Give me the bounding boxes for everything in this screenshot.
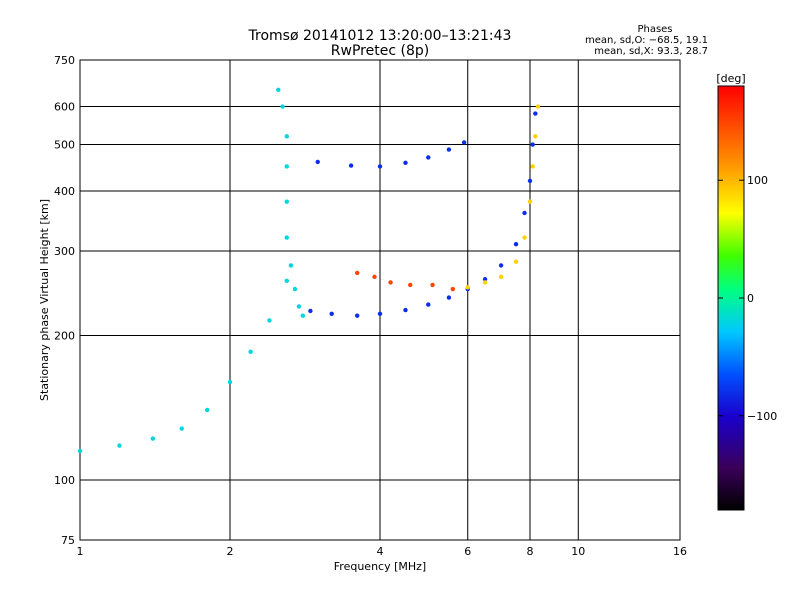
- y-tick-label: 500: [54, 139, 75, 152]
- data-point: [117, 443, 122, 448]
- data-point: [372, 274, 377, 280]
- data-point: [388, 280, 393, 285]
- y-tick-label: 300: [54, 245, 75, 258]
- colorbar-tick-label: −100: [747, 410, 777, 423]
- data-point: [461, 140, 467, 145]
- data-point: [530, 142, 535, 147]
- data-point: [533, 134, 538, 139]
- data-point: [280, 104, 285, 109]
- y-tick-label: 75: [61, 534, 75, 547]
- x-tick-label: 6: [464, 545, 471, 558]
- chart-subtitle: RwPretec (8p): [331, 43, 429, 59]
- data-point: [377, 311, 383, 316]
- data-point: [535, 104, 541, 109]
- data-point: [296, 304, 302, 309]
- data-point: [77, 448, 83, 454]
- y-tick-label: 200: [54, 330, 75, 343]
- data-point: [446, 295, 452, 300]
- stats-heading: Phases: [637, 24, 672, 35]
- y-tick-label: 750: [54, 54, 75, 67]
- x-tick-label: 4: [377, 545, 384, 558]
- data-point: [527, 178, 533, 184]
- data-point: [450, 286, 456, 292]
- colorbar-ticks: 100 0 −100: [718, 174, 777, 423]
- x-tick-label: 10: [571, 545, 585, 558]
- data-point: [522, 210, 527, 216]
- data-point: [408, 282, 413, 288]
- data-point: [426, 155, 431, 160]
- x-axis-label: Frequency [MHz]: [334, 560, 426, 573]
- data-point: [354, 270, 360, 276]
- data-point: [498, 274, 504, 280]
- data-point: [284, 235, 289, 240]
- data-point: [315, 159, 320, 165]
- y-axis-label: Stationary phase Virtual Height [km]: [38, 199, 51, 401]
- data-point: [292, 286, 298, 292]
- data-point: [284, 164, 289, 169]
- data-points: [77, 87, 541, 454]
- data-point: [354, 313, 360, 318]
- data-point: [522, 235, 527, 240]
- data-point: [329, 311, 334, 316]
- colorbar-tick-label: 0: [747, 292, 754, 305]
- data-point: [426, 302, 431, 307]
- data-point: [527, 199, 533, 204]
- data-point: [533, 111, 538, 116]
- data-point: [179, 426, 184, 431]
- data-point: [430, 282, 435, 288]
- data-point: [288, 263, 294, 268]
- data-point: [300, 313, 306, 318]
- y-tick-label: 600: [54, 101, 75, 114]
- data-point: [308, 308, 313, 314]
- stats-line-x: mean, sd,X: 93.3, 28.7: [594, 46, 708, 57]
- data-point: [284, 134, 289, 139]
- data-point: [276, 87, 281, 93]
- stats-line-o: mean, sd,O: −68.5, 19.1: [585, 35, 708, 46]
- y-tick-label: 400: [54, 185, 75, 198]
- data-point: [530, 164, 535, 169]
- data-point: [482, 280, 488, 285]
- y-tick-label: 100: [54, 474, 75, 487]
- chart-title: Tromsø 20141012 13:20:00–13:21:43: [248, 28, 512, 44]
- data-point: [248, 349, 253, 354]
- data-point: [465, 285, 470, 290]
- data-point: [204, 407, 210, 413]
- data-point: [498, 263, 504, 268]
- data-point: [267, 318, 272, 323]
- data-point: [377, 164, 383, 169]
- colorbar-label: [deg]: [716, 72, 745, 85]
- data-point: [348, 163, 354, 168]
- x-tick-label: 1: [77, 545, 84, 558]
- data-point: [482, 277, 488, 282]
- grid-lines: [80, 60, 680, 540]
- data-point: [513, 241, 519, 247]
- data-point: [446, 147, 452, 152]
- data-point: [150, 436, 156, 441]
- axis-ticks: 1 2 4 6 8 10 16 75 100 200 300 400 500 600 750: [54, 54, 687, 558]
- colorbar-tick-label: 100: [747, 174, 768, 187]
- data-point: [284, 199, 289, 204]
- data-point: [513, 259, 519, 264]
- data-point: [284, 278, 289, 284]
- x-tick-label: 16: [673, 545, 687, 558]
- data-point: [403, 160, 408, 166]
- x-tick-label: 8: [527, 545, 534, 558]
- data-point: [227, 379, 233, 385]
- x-tick-label: 2: [227, 545, 234, 558]
- data-point: [403, 307, 408, 313]
